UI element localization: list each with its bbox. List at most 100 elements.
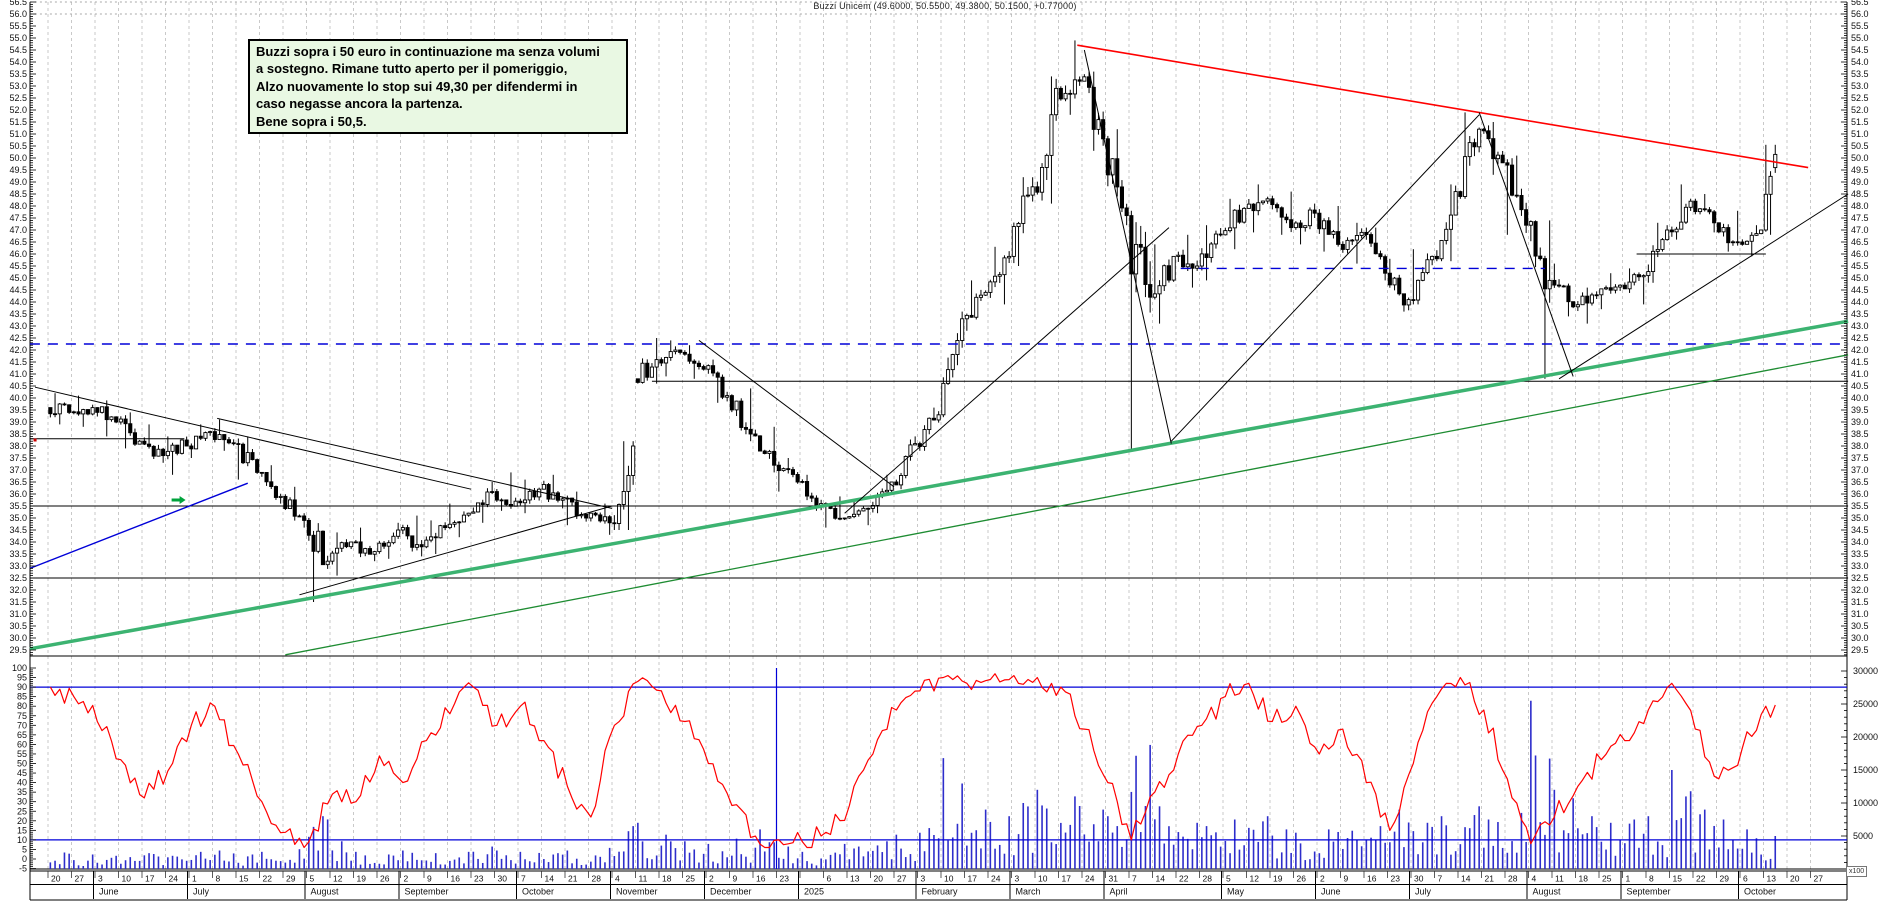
- candle-down: [776, 464, 781, 472]
- svg-text:31.5: 31.5: [9, 597, 27, 607]
- svg-text:47.5: 47.5: [9, 213, 27, 223]
- svg-text:20: 20: [874, 874, 884, 884]
- gridlines: [47, 2, 1811, 869]
- svg-text:48.0: 48.0: [1851, 201, 1869, 211]
- svg-text:40.0: 40.0: [1851, 393, 1869, 403]
- candle-up: [1618, 284, 1623, 288]
- svg-text:33.5: 33.5: [1851, 549, 1869, 559]
- candle-down: [1368, 234, 1374, 244]
- candle-down: [1524, 209, 1529, 226]
- candle-up: [1293, 222, 1298, 229]
- svg-text:3: 3: [921, 874, 926, 884]
- candle-up: [1650, 250, 1656, 273]
- candle-up: [1528, 221, 1533, 226]
- candle-down: [259, 471, 264, 474]
- candle-up: [490, 491, 495, 493]
- candle-down: [1383, 256, 1388, 274]
- svg-text:March: March: [1016, 887, 1041, 897]
- candle-down: [250, 452, 255, 461]
- candle-up: [668, 351, 673, 358]
- candle-down: [222, 434, 227, 441]
- nov-jan-downline: [698, 340, 895, 488]
- svg-text:July: July: [1415, 887, 1432, 897]
- candle-down: [1312, 209, 1317, 214]
- candle-down: [1556, 284, 1562, 287]
- candle-down: [692, 360, 697, 364]
- candle-up: [1730, 241, 1735, 244]
- candle-up: [1039, 167, 1045, 193]
- svg-text:75: 75: [17, 711, 27, 721]
- candle-down: [645, 362, 650, 378]
- candle-down: [255, 459, 260, 473]
- svg-text:3: 3: [98, 874, 103, 884]
- svg-text:22: 22: [263, 874, 273, 884]
- candle-down: [574, 501, 579, 517]
- candle-down: [687, 353, 692, 362]
- candle-down: [1726, 227, 1731, 244]
- candle-up: [1655, 248, 1660, 252]
- svg-text:44.5: 44.5: [1851, 285, 1869, 295]
- svg-text:43.5: 43.5: [9, 309, 27, 319]
- candle-up: [1467, 142, 1472, 158]
- candle-down: [95, 407, 100, 413]
- candle-down: [405, 527, 410, 537]
- svg-text:1: 1: [192, 874, 197, 884]
- svg-text:9: 9: [427, 874, 432, 884]
- svg-text:4: 4: [1532, 874, 1537, 884]
- svg-text:8: 8: [1649, 874, 1654, 884]
- date-axis: 20 27 3 10 17 24 1 8 15 22 29 5 12 19 26 2 9 16 23 30 7 14 21 2…: [47, 871, 1823, 899]
- candle-up: [429, 536, 434, 541]
- candle-up: [1162, 265, 1167, 287]
- svg-text:54.0: 54.0: [1851, 57, 1869, 67]
- candle-down: [358, 541, 363, 554]
- candle-down: [1204, 253, 1209, 258]
- candle-down: [711, 365, 716, 374]
- svg-text:1: 1: [1626, 874, 1631, 884]
- svg-text:9: 9: [733, 874, 738, 884]
- candle-down: [701, 366, 706, 370]
- candle-down: [320, 530, 326, 566]
- svg-text:29: 29: [1720, 874, 1730, 884]
- candle-up: [1665, 229, 1670, 241]
- svg-text:30.5: 30.5: [1851, 621, 1869, 631]
- candle-up: [1331, 231, 1336, 235]
- svg-text:56.0: 56.0: [9, 9, 27, 19]
- svg-text:19: 19: [357, 874, 367, 884]
- candle-down: [1077, 79, 1082, 82]
- svg-text:28: 28: [1203, 874, 1213, 884]
- candle-up: [1044, 154, 1049, 168]
- candle-up: [325, 560, 330, 566]
- svg-text:39.0: 39.0: [1851, 417, 1869, 427]
- candle-down: [1129, 215, 1134, 275]
- candle-up: [391, 535, 396, 544]
- candle-down: [1458, 191, 1463, 197]
- candle-down: [659, 359, 664, 364]
- candle-down: [104, 406, 109, 421]
- candle-up: [974, 296, 979, 318]
- svg-text:35.5: 35.5: [1851, 501, 1869, 511]
- svg-text:15: 15: [17, 825, 27, 835]
- candle-up: [1110, 158, 1115, 176]
- candle-up: [1627, 281, 1632, 290]
- candle-up: [955, 340, 960, 355]
- svg-text:80: 80: [17, 701, 27, 711]
- annotation-line: Bene sopra i 50,5.: [256, 113, 367, 129]
- candle-down: [729, 395, 734, 411]
- svg-text:46.0: 46.0: [1851, 249, 1869, 259]
- candle-down: [1707, 209, 1712, 213]
- svg-text:25: 25: [17, 806, 27, 816]
- svg-text:17: 17: [1062, 874, 1072, 884]
- svg-text:23: 23: [780, 874, 790, 884]
- svg-text:44.0: 44.0: [9, 297, 27, 307]
- svg-text:42.5: 42.5: [9, 333, 27, 343]
- svg-text:30.0: 30.0: [1851, 633, 1869, 643]
- candle-down: [1035, 186, 1040, 193]
- axis-labels: 29.5 29.5 30.0 30.0 30.5 30.5 31.0 31.0 31.5 31.5…: [9, 0, 1878, 874]
- svg-text:27: 27: [75, 874, 85, 884]
- candle-up: [922, 429, 927, 447]
- svg-text:54.5: 54.5: [1851, 45, 1869, 55]
- blue-support-segment: [29, 482, 249, 570]
- candle-up: [946, 369, 951, 384]
- svg-text:33.0: 33.0: [9, 561, 27, 571]
- candle-up: [560, 498, 565, 501]
